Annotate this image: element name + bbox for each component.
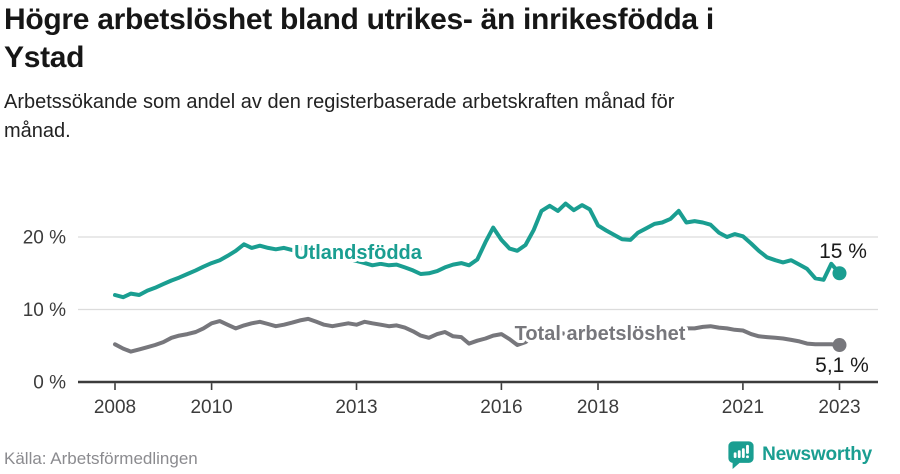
newsworthy-wordmark: Newsworthy: [762, 443, 872, 465]
y-tick-label: 0 %: [33, 373, 66, 394]
x-tick-label: 2023: [818, 397, 860, 418]
y-tick-label: 10 %: [23, 300, 66, 321]
x-tick-label: 2018: [577, 397, 619, 418]
x-tick-label: 2008: [94, 397, 136, 418]
x-tick-label: 2016: [480, 397, 522, 418]
y-tick-label: 20 %: [23, 228, 66, 249]
series-label-total-arbetsloshet: Total arbetslöshet: [515, 323, 686, 345]
x-tick-label: 2021: [722, 397, 764, 418]
source-note: Källa: Arbetsförmedlingen: [4, 449, 198, 468]
series-label-utlandsfodda: Utlandsfödda: [294, 242, 423, 264]
end-dot-total-arbetsloshet: [832, 338, 847, 353]
chart-title: Högre arbetslöshet bland utrikes- än inr…: [4, 3, 714, 74]
x-tick-label: 2010: [190, 397, 232, 418]
newsworthy-icon: [728, 441, 754, 469]
end-value-label-total-arbetsloshet: 5,1 %: [815, 354, 869, 377]
chart-subtitle: Arbetssökande som andel av den registerb…: [4, 91, 675, 142]
end-value-label-utlandsfodda: 15 %: [819, 240, 867, 263]
series-line-total-arbetsloshet: [113, 316, 842, 354]
newsworthy-logo: Newsworthy: [727, 440, 872, 469]
end-dot-utlandsfodda: [832, 266, 847, 281]
x-tick-label: 2013: [335, 397, 377, 418]
series-line-utlandsfodda: [113, 201, 842, 300]
